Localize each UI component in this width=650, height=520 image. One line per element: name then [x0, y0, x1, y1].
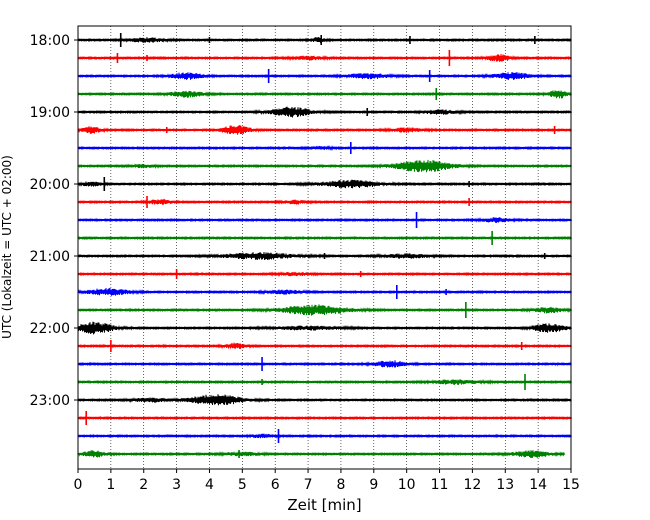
- trace-1845: [77, 88, 572, 100]
- trace-2330: [77, 429, 572, 443]
- x-tick-label: 6: [271, 477, 280, 493]
- y-axis: 18:00 19:00 20:00 21:00 22:00 23:00: [30, 33, 78, 409]
- x-tick-label: 15: [562, 477, 580, 493]
- y-tick-label: 23:00: [30, 393, 70, 409]
- y-tick-label: 21:00: [30, 249, 70, 265]
- trace-2015: [77, 196, 572, 208]
- y-tick-label: 22:00: [30, 321, 70, 337]
- x-tick-label: 5: [238, 477, 247, 493]
- trace-2100: [77, 251, 572, 260]
- trace-1930: [77, 142, 572, 154]
- x-tick-label: 9: [369, 477, 378, 493]
- y-tick-label: 19:00: [30, 105, 70, 121]
- y-tick-label: 18:00: [30, 33, 70, 49]
- trace-1830: [77, 69, 572, 83]
- x-tick-label: 11: [431, 477, 449, 493]
- x-gridlines: [110, 26, 539, 469]
- plot-background: [78, 26, 571, 469]
- trace-2045: [77, 231, 572, 245]
- trace-2230: [77, 357, 572, 371]
- x-tick-label: 8: [336, 477, 345, 493]
- x-tick-label: 13: [496, 477, 514, 493]
- trace-1800: [77, 33, 572, 47]
- x-tick-label: 1: [106, 477, 115, 493]
- y-tick-label: 20:00: [30, 177, 70, 193]
- x-tick-label: 14: [529, 477, 547, 493]
- x-axis: 0 1 2 3 4 5 6 7 8 9 10 11 12 13 14 15: [74, 469, 580, 493]
- trace-1900: [77, 106, 572, 118]
- trace-2000: [77, 177, 572, 191]
- trace-2145: [77, 302, 572, 318]
- x-tick-label: 2: [139, 477, 148, 493]
- trace-1945: [77, 159, 572, 173]
- trace-2245: [77, 374, 572, 390]
- x-axis-title: Zeit [min]: [287, 496, 361, 514]
- x-tick-label: 12: [463, 477, 481, 493]
- seismogram-traces: [77, 33, 572, 458]
- x-tick-label: 10: [398, 477, 416, 493]
- trace-2215: [77, 340, 572, 352]
- trace-2200: [77, 321, 572, 335]
- trace-2115: [77, 269, 572, 279]
- trace-1915: [77, 125, 572, 135]
- trace-2130: [77, 285, 572, 299]
- x-tick-label: 3: [172, 477, 181, 493]
- trace-1815: [77, 50, 572, 66]
- trace-2345: [77, 450, 565, 458]
- trace-2030: [77, 212, 572, 228]
- plot-frame: [77, 25, 572, 470]
- trace-2315: [77, 411, 572, 425]
- trace-2300: [77, 394, 572, 406]
- x-tick-label: 4: [205, 477, 214, 493]
- x-tick-label: 0: [74, 477, 83, 493]
- y-axis-title: UTC (Lokalzeit = UTC + 02:00): [0, 155, 14, 339]
- x-tick-label: 7: [304, 477, 313, 493]
